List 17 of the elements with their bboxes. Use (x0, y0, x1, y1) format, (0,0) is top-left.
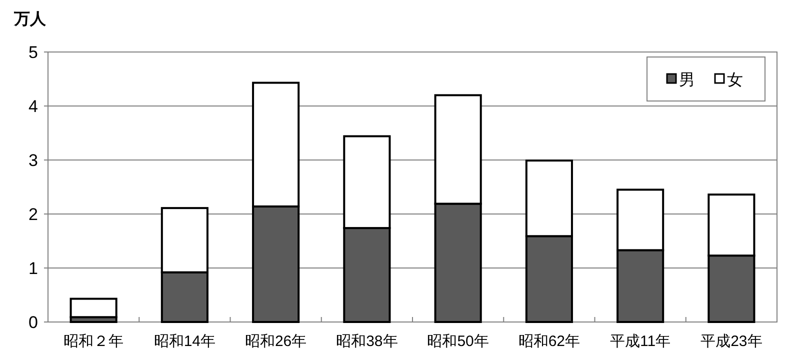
x-tick-label: 昭和38年 (336, 333, 398, 350)
x-tick-label: 昭和50年 (427, 333, 489, 350)
x-tick-label: 昭和14年 (154, 333, 216, 350)
y-tick-label: 5 (28, 43, 38, 62)
legend-label: 男 (679, 72, 695, 89)
x-tick-label: 昭和２年 (64, 333, 124, 350)
x-tick-label: 昭和26年 (244, 333, 307, 350)
x-tick-label: 昭和62年 (518, 333, 580, 350)
y-axis-title: 万人 (13, 10, 47, 28)
y-tick-label: 1 (28, 259, 38, 278)
x-tick-label: 平成11年 (610, 333, 671, 350)
y-tick-label: 0 (28, 313, 38, 332)
y-tick-label: 3 (28, 151, 38, 170)
legend-label: 女 (727, 72, 743, 89)
y-tick-label: 4 (28, 97, 38, 116)
y-tick-label: 2 (28, 205, 38, 224)
x-tick-label: 平成23年 (700, 333, 762, 350)
